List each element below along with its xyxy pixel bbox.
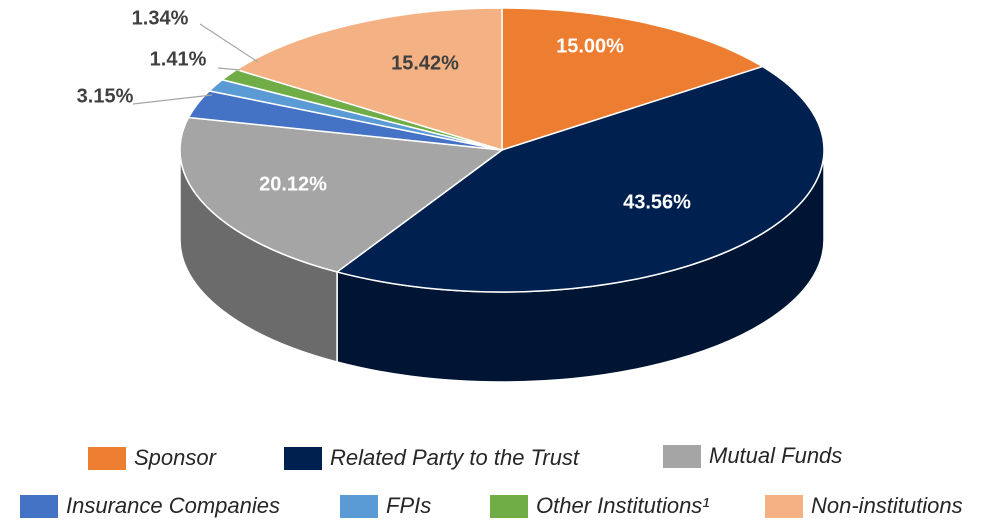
legend-label: FPIs	[386, 493, 431, 518]
slice	[234, 7, 503, 152]
legend-label: Related Party to the Trust	[330, 445, 580, 470]
legend-swatch	[88, 447, 126, 470]
data-label: 1.34%	[132, 7, 189, 29]
slice	[335, 65, 825, 293]
legend-swatch	[20, 495, 58, 518]
data-label: 43.56%	[623, 191, 691, 213]
legend-label: Other Institutions¹	[536, 493, 710, 518]
slice	[501, 7, 765, 152]
legend-label: Insurance Companies	[66, 493, 280, 518]
legend-swatch	[284, 447, 322, 470]
slice-side	[180, 150, 338, 362]
data-label: 15.42%	[391, 52, 459, 74]
legend-swatch	[765, 495, 803, 518]
data-label: 1.41%	[150, 48, 207, 70]
legend-swatch	[663, 445, 701, 468]
leader-line	[217, 67, 241, 71]
legend-label: Sponsor	[134, 445, 218, 470]
legend-label: Mutual Funds	[709, 443, 842, 468]
slice-side	[337, 150, 824, 382]
leader-line	[132, 94, 213, 105]
data-label: 3.15%	[77, 85, 134, 107]
data-label: 20.12%	[259, 173, 327, 195]
legend-swatch	[340, 495, 378, 518]
leader-line	[199, 23, 259, 63]
legend-swatch	[490, 495, 528, 518]
data-label: 15.00%	[556, 35, 624, 57]
slice	[179, 116, 505, 273]
legend-label: Non-institutions	[811, 493, 963, 518]
